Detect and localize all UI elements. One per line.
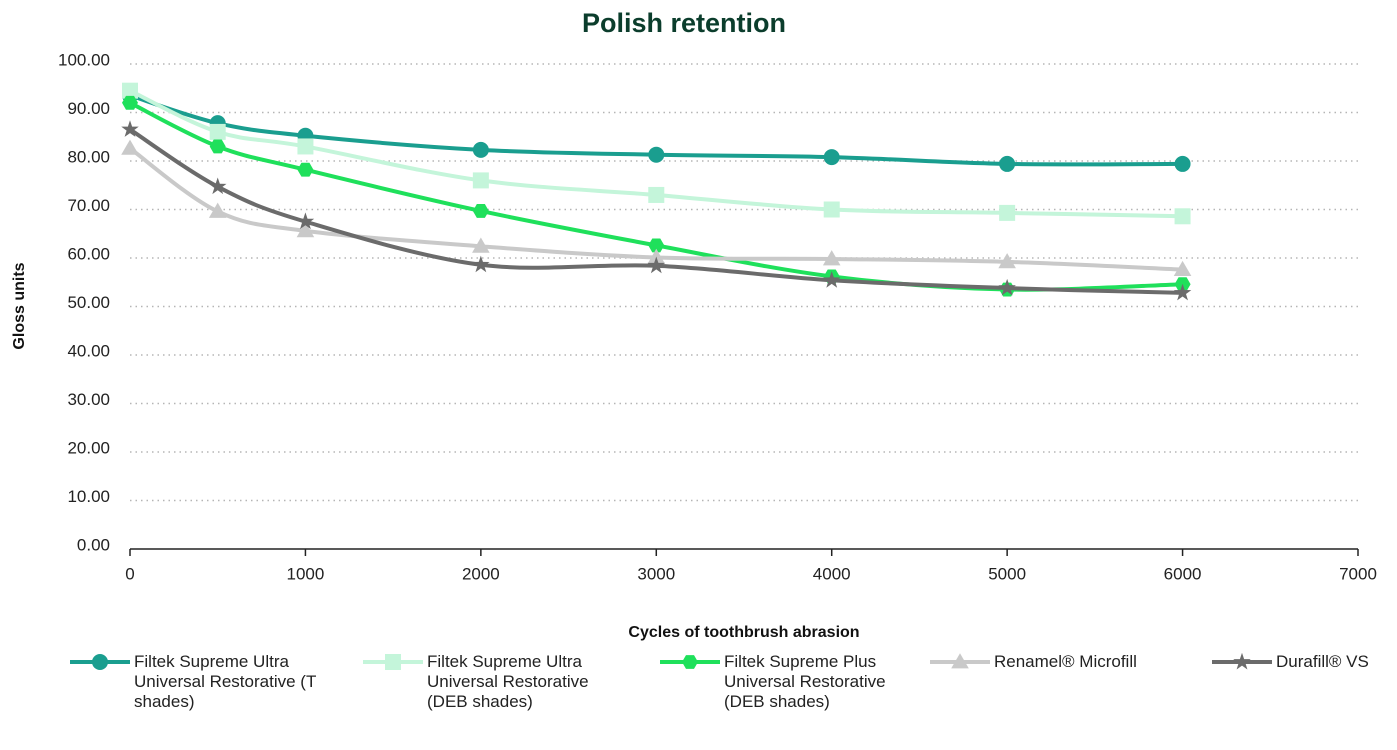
data-point [296,222,315,238]
data-point [1174,208,1191,225]
x-tick-label: 6000 [1164,564,1202,583]
x-tick-label: 7000 [1339,564,1377,583]
legend-swatch [660,655,720,669]
legend-marker [1233,653,1251,670]
data-point [122,95,138,110]
x-tick-label: 1000 [287,564,325,583]
legend-swatch [930,653,990,669]
y-tick-label: 50.00 [67,293,110,312]
data-point [999,155,1016,172]
y-tick-label: 30.00 [67,390,110,409]
chart: Polish retention Gloss units Cycles of t… [11,8,1377,641]
data-point [472,172,489,189]
data-point [999,204,1016,221]
x-tick-label: 4000 [813,564,851,583]
data-point [472,204,489,218]
y-tick-label: 70.00 [67,196,110,215]
legend-label: Filtek Supreme Plus Universal Restorativ… [724,652,886,711]
data-point [209,139,226,154]
data-point [822,250,841,266]
legend: Filtek Supreme Ultra Universal Restorati… [0,652,1397,750]
legend-item: Renamel® Microfill [930,652,1194,672]
legend-marker [951,653,969,669]
y-tick-label: 40.00 [67,341,110,360]
legend-marker [385,654,401,670]
y-tick-label: 0.00 [77,535,110,554]
data-point [472,237,490,253]
data-point [823,149,840,166]
y-axis-label: Gloss units [11,262,28,349]
x-axis-label: Cycles of toothbrush abrasion [628,624,859,641]
legend-label: Filtek Supreme Ultra Universal Restorati… [427,652,589,711]
data-point [122,82,138,99]
x-tick-label: 0 [125,564,134,583]
y-tick-label: 90.00 [67,99,110,118]
legend-label: Durafill® VS [1276,652,1369,671]
chart-title: Polish retention [582,8,786,38]
legend-marker [92,654,108,670]
legend-label: Filtek Supreme Ultra Universal Restorati… [134,652,317,711]
legend-item: Filtek Supreme Ultra Universal Restorati… [363,652,627,712]
data-point [121,139,139,155]
data-point [1174,155,1191,172]
series-line [128,146,1183,272]
y-tick-label: 60.00 [67,244,110,263]
data-point [209,123,226,140]
data-point [823,201,840,218]
y-tick-label: 100.00 [58,50,110,69]
data-point [472,255,490,273]
data-point [297,138,314,155]
data-point [822,271,841,288]
data-point [648,146,665,163]
y-tick-label: 10.00 [67,487,110,506]
data-point [998,253,1016,269]
legend-swatch [1212,653,1272,670]
legend-item: Durafill® VS [1212,652,1397,672]
data-point [296,212,315,230]
data-point [648,238,665,253]
data-point [208,202,227,218]
legend-marker [682,655,698,669]
data-point [297,162,314,177]
data-point [998,278,1016,296]
data-point [1173,260,1192,277]
data-point [1173,283,1192,301]
data-point [648,186,665,203]
data-point [121,120,139,137]
legend-item: Filtek Supreme Ultra Universal Restorati… [70,652,334,712]
legend-item: Filtek Supreme Plus Universal Restorativ… [660,652,924,712]
x-tick-label: 5000 [988,564,1026,583]
x-tick-label: 2000 [462,564,500,583]
y-tick-label: 80.00 [67,147,110,166]
x-tick-label: 3000 [637,564,675,583]
legend-swatch [363,654,423,670]
data-point [208,177,227,195]
data-point [647,256,666,274]
data-point [472,141,489,158]
y-tick-label: 20.00 [67,438,110,457]
legend-swatch [70,654,130,670]
data-point [647,248,666,264]
legend-label: Renamel® Microfill [994,652,1137,671]
series-line [128,127,1183,295]
